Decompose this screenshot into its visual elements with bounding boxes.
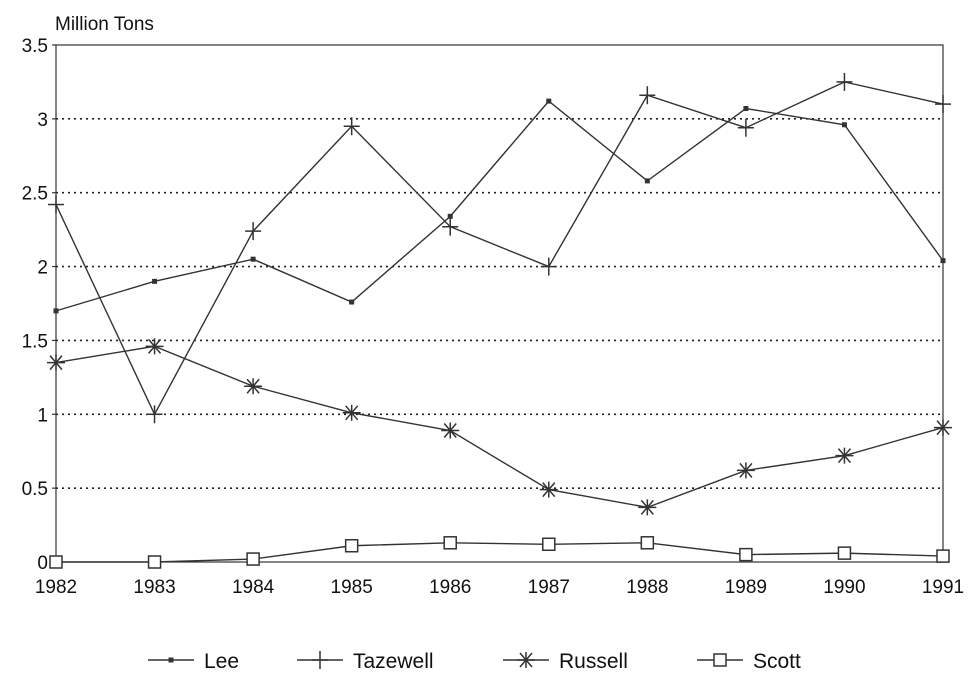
y-tick-label: 1	[37, 405, 48, 426]
legend-label: Russell	[559, 650, 628, 673]
data-point	[743, 106, 749, 112]
data-point	[638, 499, 657, 516]
data-point	[342, 404, 361, 421]
x-tick-label: 1988	[626, 577, 668, 598]
data-point	[935, 95, 951, 114]
data-point	[152, 278, 158, 284]
data-point	[147, 555, 162, 569]
x-tick-label: 1982	[35, 577, 77, 598]
data-point	[639, 86, 656, 105]
data-point	[640, 536, 655, 550]
data-point	[934, 419, 952, 436]
data-point	[53, 308, 59, 314]
data-point	[837, 546, 852, 560]
y-tick-label: 0	[37, 553, 48, 574]
legend-item: Tazewell	[297, 650, 434, 673]
data-point	[441, 422, 460, 439]
data-point	[48, 195, 64, 214]
data-point	[447, 213, 453, 219]
series-group	[47, 72, 952, 569]
legend: Lee Tazewell Russell Scott	[148, 650, 801, 673]
gridlines	[56, 118, 943, 489]
data-point	[737, 118, 754, 137]
series-scott	[49, 536, 950, 569]
x-tick-label: 1987	[528, 577, 570, 598]
legend-label: Tazewell	[353, 650, 434, 673]
x-tick-label: 1984	[232, 577, 275, 598]
data-point	[542, 537, 556, 552]
data-point	[443, 536, 457, 550]
y-tick-label: 1.5	[22, 331, 48, 352]
y-tick-label: 3.5	[22, 36, 48, 57]
legend-label: Scott	[753, 650, 801, 673]
x-tick-label: 1991	[922, 577, 964, 598]
data-point	[146, 405, 163, 424]
data-point	[250, 256, 256, 262]
y-tick-label: 2.5	[22, 184, 48, 205]
data-point	[736, 462, 755, 479]
x-axis-ticks: 1982 1983 1984 1985 1986 1987 1988 1989 1990 1991	[35, 577, 964, 598]
data-point	[644, 178, 650, 184]
series-russell	[47, 338, 952, 516]
series-tazewell	[48, 72, 951, 424]
data-point	[841, 122, 847, 128]
legend-marker	[168, 657, 174, 663]
plot-frame	[55, 44, 944, 563]
legend-marker	[713, 653, 727, 667]
legend-item: Russell	[503, 650, 628, 673]
data-point	[836, 72, 853, 91]
y-tick-label: 3	[37, 110, 48, 131]
data-point	[349, 299, 355, 305]
x-tick-label: 1990	[823, 577, 865, 598]
x-tick-label: 1983	[133, 577, 175, 598]
legend-label: Lee	[204, 650, 239, 673]
legend-marker	[517, 652, 535, 668]
data-point	[546, 98, 552, 104]
series-line	[55, 345, 944, 509]
x-tick-label: 1986	[429, 577, 471, 598]
series-line	[55, 81, 944, 416]
y-tick-label: 0.5	[22, 479, 48, 500]
y-axis-title: Million Tons	[55, 14, 154, 35]
data-point	[244, 378, 263, 395]
data-point	[540, 257, 557, 276]
x-tick-label: 1989	[725, 577, 767, 598]
series-lee	[53, 98, 946, 314]
y-axis-ticks: 0 0.5 1 1.5 2 2.5 3 3.5	[22, 36, 56, 574]
legend-item: Lee	[148, 650, 239, 673]
data-point	[343, 117, 360, 136]
data-point	[940, 258, 946, 264]
data-point	[246, 552, 260, 566]
data-point	[936, 549, 950, 563]
data-point	[49, 555, 63, 569]
data-point	[442, 217, 459, 236]
data-point	[145, 338, 164, 355]
data-point	[47, 354, 65, 371]
legend-item: Scott	[697, 650, 801, 673]
data-point	[245, 222, 262, 241]
series-line	[56, 542, 944, 563]
data-point	[344, 539, 359, 553]
data-point	[835, 447, 854, 464]
data-point	[739, 547, 753, 562]
x-tick-label: 1985	[331, 577, 373, 598]
data-point	[539, 481, 558, 498]
y-tick-label: 2	[37, 258, 48, 279]
legend-marker	[312, 651, 328, 669]
series-line	[55, 100, 944, 312]
